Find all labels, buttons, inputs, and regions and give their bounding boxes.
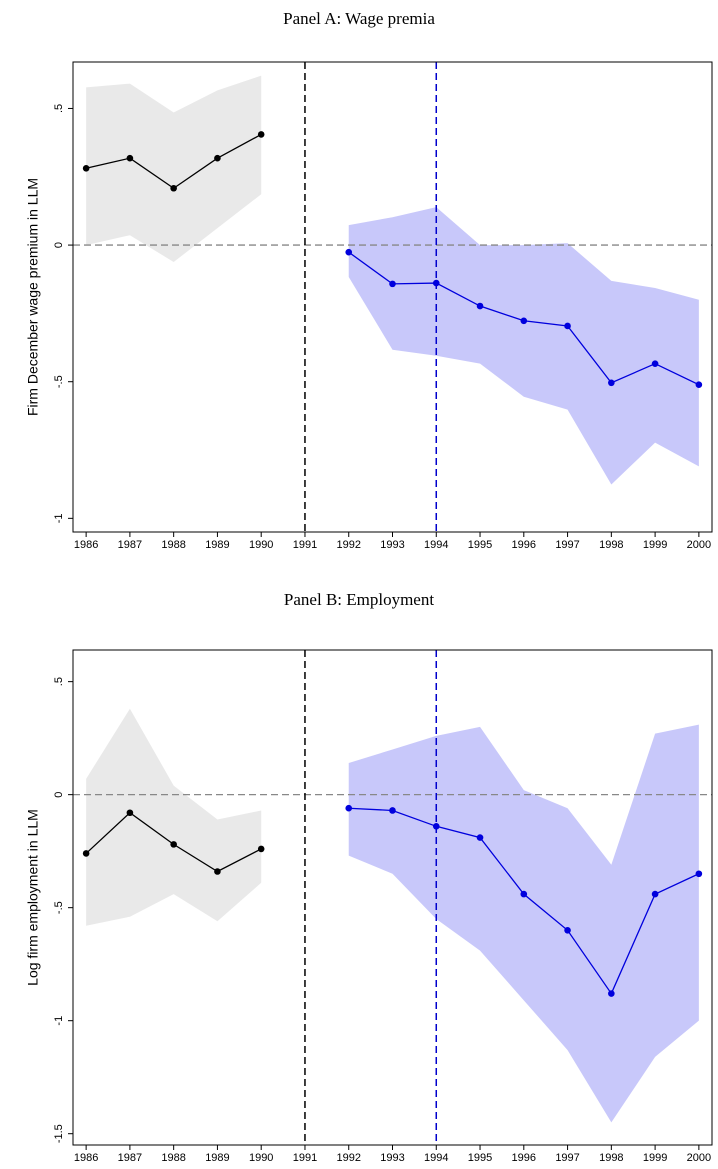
x-tick-label: 1999	[643, 1152, 667, 1164]
data-point	[608, 990, 615, 997]
x-tick-label: 1991	[293, 539, 317, 551]
y-tick-label: 0	[53, 242, 65, 248]
x-tick-label: 1989	[205, 1152, 229, 1164]
data-point	[126, 809, 134, 817]
data-point	[345, 804, 353, 812]
y-tick-label: .5	[53, 104, 65, 113]
x-tick-label: 1994	[424, 1152, 448, 1164]
data-point	[432, 279, 440, 287]
data-point	[695, 381, 703, 389]
x-tick-label: 1993	[380, 1152, 404, 1164]
x-tick-label: 1998	[599, 1152, 623, 1164]
data-point	[170, 841, 177, 848]
data-point	[345, 248, 353, 256]
confidence-band	[86, 708, 262, 926]
x-tick-label: 1986	[74, 1152, 98, 1164]
x-tick-label: 1993	[380, 539, 404, 551]
data-point	[476, 302, 484, 310]
data-point	[214, 868, 221, 875]
y-tick-label: 0	[53, 792, 65, 798]
x-tick-label: 1996	[512, 1152, 536, 1164]
data-point	[82, 164, 90, 172]
y-axis-label: Log firm employment in LLM	[25, 809, 41, 986]
x-tick-label: 2000	[687, 539, 711, 551]
data-point	[389, 280, 396, 288]
y-tick-label: .5	[53, 677, 65, 686]
data-point	[214, 154, 221, 162]
data-point	[651, 890, 659, 898]
confidence-band	[86, 75, 262, 263]
x-tick-label: 1995	[468, 1152, 492, 1164]
x-tick-label: 1989	[205, 539, 229, 551]
data-point	[389, 807, 396, 814]
x-tick-label: 1986	[74, 539, 98, 551]
x-tick-label: 1992	[336, 1152, 360, 1164]
x-tick-label: 1990	[249, 539, 273, 551]
data-point	[564, 322, 571, 330]
chart-title: Panel B: Employment	[284, 590, 434, 609]
y-tick-label: -1	[53, 513, 65, 523]
y-tick-label: -1	[53, 1016, 65, 1026]
data-point	[564, 926, 571, 934]
x-tick-label: 1997	[555, 539, 579, 551]
x-tick-label: 1990	[249, 1152, 273, 1164]
y-axis-label: Firm December wage premium in LLM	[25, 178, 41, 416]
x-tick-label: 1991	[293, 1152, 317, 1164]
x-tick-label: 1995	[468, 539, 492, 551]
x-tick-label: 1994	[424, 539, 448, 551]
x-tick-label: 1987	[118, 1152, 142, 1164]
data-point	[126, 154, 134, 162]
x-tick-label: 1988	[161, 539, 185, 551]
chart-title: Panel A: Wage premia	[283, 9, 435, 28]
data-point	[476, 834, 484, 841]
data-point	[257, 131, 265, 138]
x-tick-label: 1992	[336, 539, 360, 551]
x-tick-label: 1999	[643, 539, 667, 551]
y-tick-label: -.5	[53, 375, 65, 388]
x-tick-label: 1997	[555, 1152, 579, 1164]
data-point	[82, 850, 90, 857]
data-point	[651, 360, 659, 367]
x-tick-label: 1998	[599, 539, 623, 551]
data-point	[695, 870, 703, 878]
confidence-band	[348, 207, 699, 485]
data-point	[432, 823, 440, 830]
x-tick-label: 1996	[512, 539, 536, 551]
data-point	[257, 845, 265, 853]
data-point	[608, 379, 615, 387]
y-tick-label: -1.5	[53, 1124, 65, 1143]
data-point	[520, 890, 528, 898]
y-tick-label: -.5	[53, 901, 65, 914]
confidence-band	[348, 724, 699, 1123]
data-point	[520, 317, 528, 325]
x-tick-label: 2000	[687, 1152, 711, 1164]
x-tick-label: 1987	[118, 539, 142, 551]
data-point	[170, 184, 177, 192]
x-tick-label: 1988	[161, 1152, 185, 1164]
